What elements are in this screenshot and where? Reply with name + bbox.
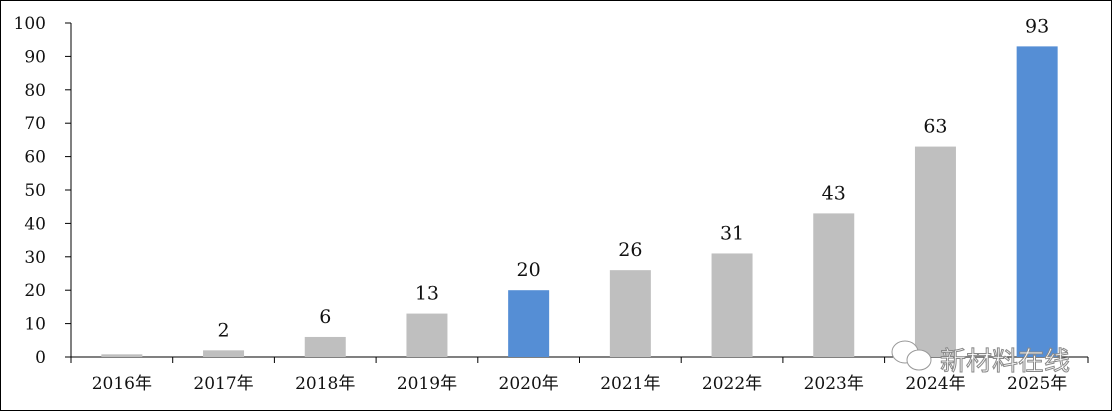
y-tick-label: 20 (24, 281, 46, 301)
x-tick-label: 2023年 (804, 374, 864, 394)
bar-2024年 (914, 146, 956, 357)
x-tick-label: 2020年 (499, 374, 559, 394)
x-tick-label: 2021年 (600, 374, 660, 394)
y-tick-label: 70 (24, 114, 46, 134)
data-label: 63 (923, 116, 947, 138)
data-label: 43 (822, 182, 846, 204)
bar-2022年 (711, 253, 753, 357)
watermark-text: 新材料在线 (940, 347, 1070, 377)
y-tick-label: 90 (24, 47, 46, 67)
bar-2016年 (101, 354, 143, 357)
x-tick-label: 2022年 (702, 374, 762, 394)
x-tick-label: 2025年 (1007, 374, 1067, 394)
y-tick-label: 100 (14, 14, 46, 34)
y-tick-label: 50 (24, 181, 46, 201)
bar-2023年 (813, 213, 855, 357)
data-label: 26 (618, 239, 642, 261)
data-label: 93 (1025, 15, 1049, 37)
data-label: 31 (720, 222, 744, 244)
bar-2021年 (609, 270, 651, 357)
data-label: 20 (517, 259, 541, 281)
bar-2020年 (508, 290, 550, 357)
data-label: 13 (415, 283, 439, 305)
y-tick-label: 60 (24, 148, 46, 168)
x-tick-label: 2017年 (193, 374, 253, 394)
y-tick-label: 80 (24, 81, 46, 101)
x-tick-label: 2019年 (397, 374, 457, 394)
y-tick-label: 10 (24, 315, 46, 335)
bar-2018年 (304, 336, 346, 357)
y-tick-label: 40 (24, 214, 46, 234)
x-tick-label: 2016年 (92, 374, 152, 394)
data-label: 6 (319, 306, 331, 328)
y-tick-label: 30 (24, 248, 46, 268)
bar-2017年 (203, 350, 245, 357)
y-tick-label: 0 (35, 348, 46, 368)
data-label: 2 (218, 319, 230, 341)
x-tick-label: 2024年 (905, 374, 965, 394)
x-tick-label: 2018年 (295, 374, 355, 394)
bar-2019年 (406, 313, 448, 357)
wechat-icon (891, 340, 932, 371)
bar-2025年 (1016, 46, 1058, 357)
